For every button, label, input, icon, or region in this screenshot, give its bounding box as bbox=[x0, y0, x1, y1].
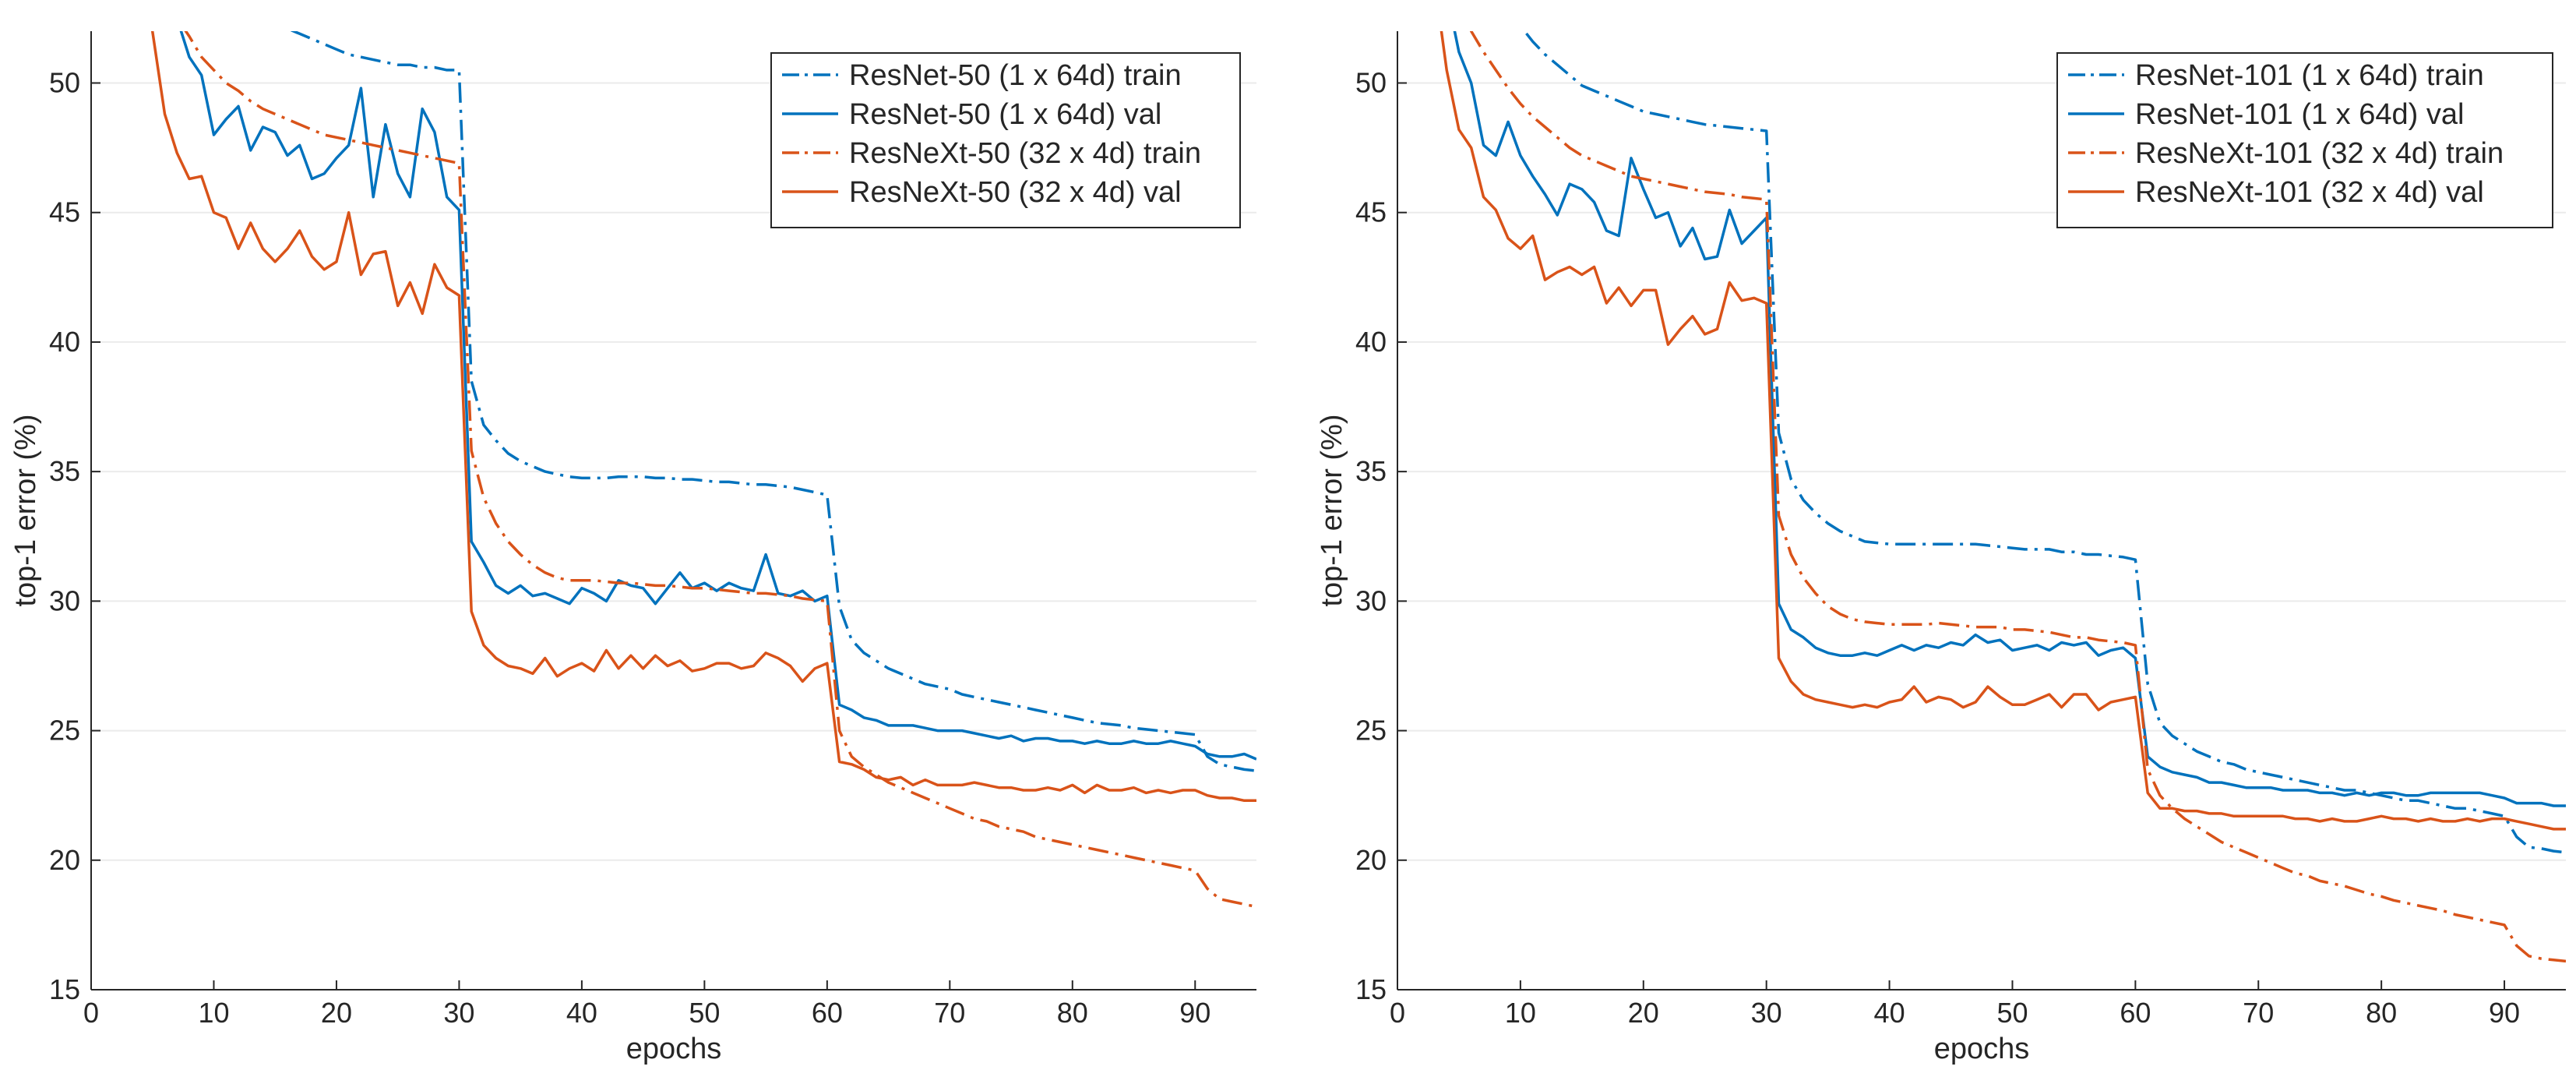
series-line-2 bbox=[1469, 31, 2566, 963]
series-group bbox=[1440, 31, 2566, 963]
x-tick-label: 0 bbox=[83, 997, 99, 1029]
y-tick-label: 35 bbox=[49, 455, 80, 487]
legend-box bbox=[770, 52, 1241, 228]
x-axis-label: epochs bbox=[626, 1033, 722, 1065]
series-line-0 bbox=[290, 31, 1256, 772]
legend-label-2: ResNeXt-101 (32 x 4d) train bbox=[2135, 137, 2504, 170]
legend-label-0: ResNet-50 (1 x 64d) train bbox=[849, 59, 1182, 92]
y-tick-label: 45 bbox=[1355, 196, 1387, 228]
y-tick-label: 40 bbox=[1355, 326, 1387, 358]
y-tick-label: 30 bbox=[49, 584, 80, 616]
x-tick-label: 50 bbox=[689, 997, 720, 1029]
x-tick-label: 70 bbox=[934, 997, 965, 1029]
x-tick-label: 30 bbox=[1751, 997, 1782, 1029]
x-tick-label: 30 bbox=[443, 997, 474, 1029]
legend-label-2: ResNeXt-50 (32 x 4d) train bbox=[849, 137, 1201, 170]
legend-label-1: ResNet-101 (1 x 64d) val bbox=[2135, 98, 2464, 131]
x-tick-label: 20 bbox=[1628, 997, 1659, 1029]
y-tick-label: 45 bbox=[49, 196, 80, 228]
legend-label-0: ResNet-101 (1 x 64d) train bbox=[2135, 59, 2484, 92]
y-tick-label: 25 bbox=[1355, 715, 1387, 747]
series-line-2 bbox=[184, 31, 1256, 909]
legend-label-3: ResNeXt-50 (32 x 4d) val bbox=[849, 176, 1182, 209]
series-line-3 bbox=[150, 31, 1256, 803]
y-tick-label: 25 bbox=[49, 715, 80, 747]
y-tick-label: 35 bbox=[1355, 455, 1387, 487]
x-axis-label: epochs bbox=[1934, 1033, 2030, 1065]
x-tick-label: 50 bbox=[1996, 997, 2028, 1029]
y-tick-label: 20 bbox=[49, 844, 80, 876]
y-axis-label: top-1 error (%) bbox=[9, 414, 42, 606]
y-axis-label: top-1 error (%) bbox=[1316, 414, 1348, 606]
x-tick-label: 80 bbox=[2366, 997, 2397, 1029]
chart-right: 0 10 20 30 40 50 60 70 80 90 15 20 25 30 35 40 45 50 epoch… bbox=[1316, 31, 2566, 1065]
y-tick-label: 30 bbox=[1355, 584, 1387, 616]
x-tick-label: 40 bbox=[566, 997, 597, 1029]
legend-box bbox=[2056, 52, 2553, 228]
y-tick-label: 15 bbox=[49, 973, 80, 1005]
x-tick-label: 10 bbox=[198, 997, 229, 1029]
y-tick-label: 40 bbox=[49, 326, 80, 358]
y-tick-label: 20 bbox=[1355, 844, 1387, 876]
x-tick-label: 10 bbox=[1505, 997, 1536, 1029]
chart-left: 0 10 20 30 40 50 60 70 80 90 15 20 25 30 35 40 45 50 epoch… bbox=[9, 31, 1256, 1065]
x-tick-label: 70 bbox=[2243, 997, 2274, 1029]
x-tick-label: 60 bbox=[812, 997, 843, 1029]
x-tick-label: 90 bbox=[2489, 997, 2520, 1029]
x-tick-label: 0 bbox=[1390, 997, 1405, 1029]
x-tick-label: 90 bbox=[1179, 997, 1210, 1029]
x-tick-label: 60 bbox=[2120, 997, 2151, 1029]
series-line-1 bbox=[1453, 31, 2566, 807]
series-line-1 bbox=[179, 31, 1256, 761]
x-tick-label: 40 bbox=[1874, 997, 1905, 1029]
y-tick-label: 50 bbox=[49, 66, 80, 98]
legend-label-1: ResNet-50 (1 x 64d) val bbox=[849, 98, 1161, 131]
legend-label-3: ResNeXt-101 (32 x 4d) val bbox=[2135, 176, 2484, 209]
series-group bbox=[150, 31, 1256, 909]
x-tick-label: 20 bbox=[321, 997, 352, 1029]
y-tick-label: 50 bbox=[1355, 66, 1387, 98]
y-tick-label: 15 bbox=[1355, 973, 1387, 1005]
series-line-3 bbox=[1440, 31, 2566, 831]
x-tick-label: 80 bbox=[1057, 997, 1088, 1029]
